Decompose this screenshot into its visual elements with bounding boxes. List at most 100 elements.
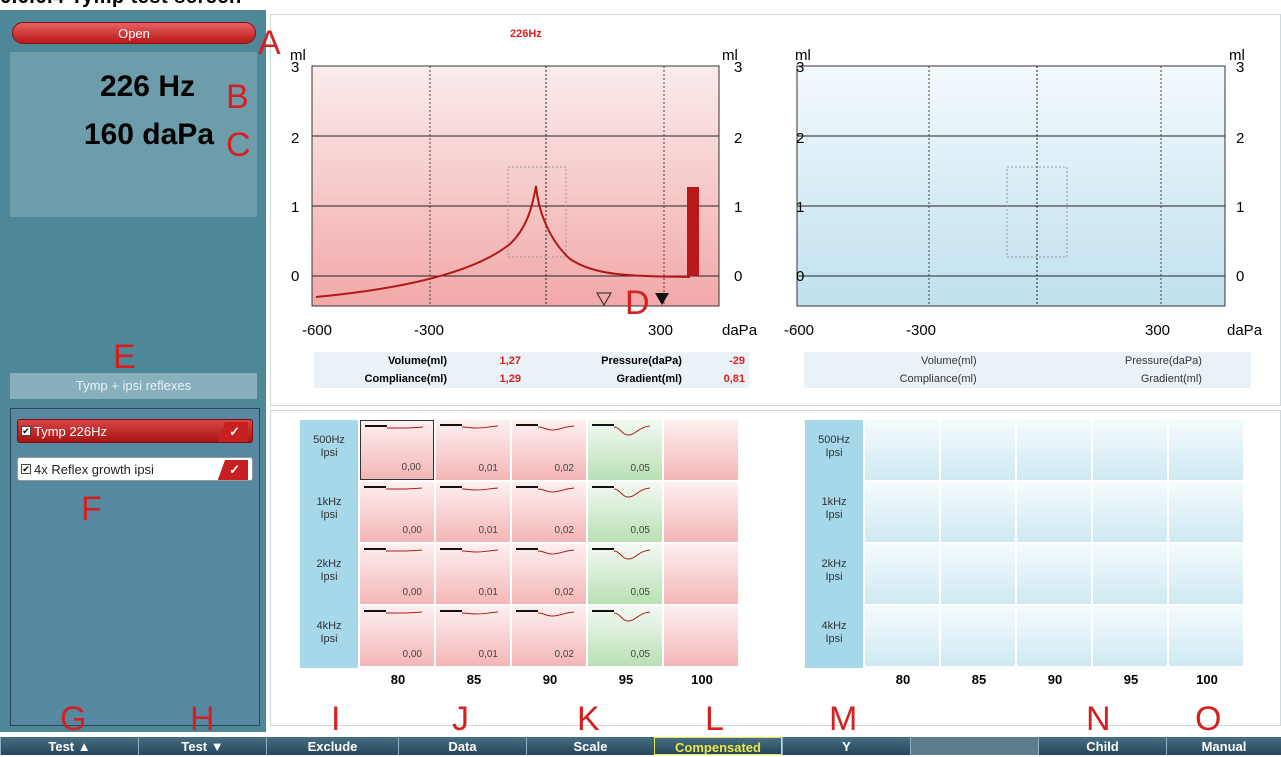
triangle-down-icon: ▼: [210, 739, 224, 754]
reflex-cell[interactable]: 0,00: [360, 420, 434, 480]
reflex-cell[interactable]: [865, 544, 939, 604]
reflex-cell[interactable]: [664, 544, 738, 604]
reflex-cell[interactable]: [1093, 544, 1167, 604]
reflex-cell[interactable]: [1017, 420, 1091, 480]
y-button[interactable]: Y: [782, 737, 910, 755]
reflex-cell[interactable]: 0,00: [360, 482, 434, 542]
reflex-curve: [461, 611, 499, 615]
reflex-cell[interactable]: [1017, 544, 1091, 604]
volume-label: Volume(ml): [387, 355, 448, 367]
data-button[interactable]: Data: [398, 737, 526, 755]
exclude-button[interactable]: Exclude: [266, 737, 398, 755]
checkmark-icon: ✓: [212, 422, 248, 442]
child-button[interactable]: Child: [1038, 737, 1166, 755]
reflex-cell[interactable]: [1093, 482, 1167, 542]
pressure-current-marker-icon[interactable]: [655, 293, 669, 305]
reflex-cell[interactable]: 0,01: [436, 420, 510, 480]
left-results-table: Volume(ml) 1,27 Pressure(daPa) -29 Compl…: [314, 352, 749, 388]
reflex-trace: [516, 486, 575, 493]
reflex-cell[interactable]: [941, 420, 1015, 480]
test-prev-button[interactable]: Test ▲: [0, 737, 138, 755]
reflex-grid-right: 500Hz Ipsi 1kHz Ipsi 2kHz Ipsi 4kHz Ipsi 80 85 90 9…: [805, 420, 1255, 700]
empty-button[interactable]: [910, 737, 1038, 755]
reflex-cell[interactable]: 0,00: [360, 544, 434, 604]
reflex-mode: Ipsi: [825, 509, 843, 521]
reflex-cell[interactable]: 0,00: [360, 606, 434, 666]
reflex-cell[interactable]: [941, 606, 1015, 666]
reflex-cell[interactable]: 0,05: [588, 420, 662, 480]
reflex-cell[interactable]: [664, 420, 738, 480]
reflex-cell[interactable]: [1093, 606, 1167, 666]
reflex-cell[interactable]: 0,02: [512, 420, 586, 480]
reflex-cell[interactable]: 0,05: [588, 606, 662, 666]
x-tick: -300: [906, 322, 937, 339]
reflex-curve: [537, 487, 575, 493]
reflex-trace: [440, 548, 499, 553]
test-next-button[interactable]: Test ▼: [138, 737, 266, 755]
reflex-cell[interactable]: 0,01: [436, 482, 510, 542]
annotation-label: A: [258, 24, 281, 62]
reflex-value: 0,00: [402, 587, 422, 598]
reflex-frequency: 4kHz: [316, 620, 342, 632]
reflex-cell[interactable]: [664, 606, 738, 666]
reflex-cell[interactable]: [941, 482, 1015, 542]
y-tick: 3: [734, 59, 743, 76]
reflex-cell[interactable]: 0,05: [588, 544, 662, 604]
reflex-cell[interactable]: 0,02: [512, 544, 586, 604]
protocol-name: Tymp + ipsi reflexes: [10, 373, 257, 399]
reflex-cell[interactable]: 0,01: [436, 606, 510, 666]
test-item-tymp[interactable]: ✔ Tymp 226Hz ✓: [17, 419, 253, 443]
compliance-bar: [687, 187, 699, 276]
reflex-curve: [386, 487, 423, 490]
checkbox-icon[interactable]: ✔: [21, 426, 31, 436]
reflex-cell[interactable]: [1017, 606, 1091, 666]
reflex-cell[interactable]: [1017, 482, 1091, 542]
annotation-label: B: [226, 78, 249, 116]
reflex-value: 0,02: [554, 649, 574, 660]
reflex-frequency: 500Hz: [313, 434, 345, 446]
reflex-cell[interactable]: [1169, 606, 1243, 666]
reflex-value: 0,01: [478, 649, 498, 660]
checkbox-icon[interactable]: ✔: [21, 464, 31, 474]
reflex-level-label: 100: [1196, 672, 1218, 687]
reflex-cell[interactable]: [865, 482, 939, 542]
y-tick: 3: [1236, 59, 1245, 76]
y-tick: 1: [796, 199, 805, 216]
x-tick: -600: [302, 322, 333, 339]
reflex-curve: [613, 425, 651, 436]
reflex-cell[interactable]: 0,05: [588, 482, 662, 542]
reflex-cell[interactable]: 0,02: [512, 606, 586, 666]
reflex-mode: Ipsi: [825, 571, 843, 583]
test-item-reflex[interactable]: ✔ 4x Reflex growth ipsi ✓: [17, 457, 253, 481]
pressure-label: Pressure(daPa): [601, 355, 682, 367]
scale-button[interactable]: Scale: [526, 737, 654, 755]
reflex-trace: [592, 486, 651, 498]
reflex-cell[interactable]: 0,01: [436, 544, 510, 604]
annotation-label: L: [705, 700, 724, 738]
right-ear-plot-area[interactable]: [796, 65, 1226, 307]
tympanogram-curve: [315, 185, 691, 298]
pressure-start-marker-icon[interactable]: [596, 292, 612, 306]
reflex-trace: [440, 424, 499, 429]
reflex-cell[interactable]: [1169, 482, 1243, 542]
reflex-value: 0,05: [630, 649, 650, 660]
reflex-cell[interactable]: [865, 420, 939, 480]
reflex-curve: [613, 611, 651, 622]
reflex-level-label: 95: [1123, 672, 1139, 687]
open-button[interactable]: Open: [12, 22, 256, 44]
left-ear-plot-area[interactable]: [311, 65, 720, 307]
reflex-trace: [516, 610, 575, 617]
compensated-button[interactable]: Compensated: [654, 737, 782, 755]
y-tick: 3: [291, 59, 300, 76]
reflex-cell[interactable]: 0,02: [512, 482, 586, 542]
reflex-cell[interactable]: [1169, 420, 1243, 480]
reflex-cell[interactable]: [1093, 420, 1167, 480]
reflex-cell[interactable]: [941, 544, 1015, 604]
reflex-cell[interactable]: [865, 606, 939, 666]
reflex-frequency: 1kHz: [821, 496, 847, 508]
test-item-label: Tymp 226Hz: [34, 424, 107, 439]
reflex-cell[interactable]: [1169, 544, 1243, 604]
manual-button[interactable]: Manual: [1166, 737, 1281, 755]
reflex-cell[interactable]: [664, 482, 738, 542]
reflex-row-header: 500Hz Ipsi: [805, 420, 863, 482]
